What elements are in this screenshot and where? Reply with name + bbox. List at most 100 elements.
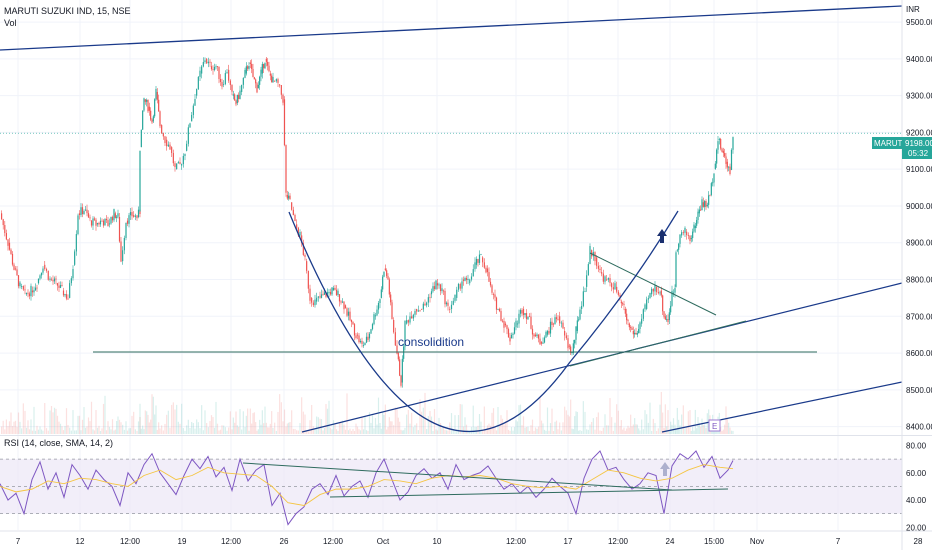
- candle-body: [441, 288, 443, 292]
- volume-bar: [80, 430, 82, 434]
- candle-body: [210, 66, 213, 70]
- rsi-trendline-down[interactable]: [242, 462, 673, 491]
- volume-bar: [666, 426, 668, 434]
- candle-body: [65, 294, 68, 299]
- volume-bar: [334, 424, 336, 434]
- candle-body: [518, 313, 520, 324]
- volume-bar: [309, 420, 311, 434]
- candle-body: [245, 66, 247, 74]
- candle-body: [689, 235, 691, 241]
- rsi-title[interactable]: RSI (14, close, SMA, 14, 2): [4, 438, 114, 448]
- candle-body: [81, 207, 84, 215]
- volume-bar: [419, 399, 421, 434]
- candle-body: [524, 313, 526, 316]
- candle-body: [95, 219, 97, 226]
- candle-body: [218, 66, 220, 79]
- candle-body: [67, 298, 69, 300]
- candle-body: [467, 279, 469, 281]
- volume-bar: [77, 415, 79, 434]
- candle-body: [722, 150, 724, 154]
- volume-bar: [265, 422, 267, 434]
- candle-body: [197, 76, 199, 90]
- volume-bar: [651, 430, 653, 434]
- volume-bar: [117, 416, 119, 434]
- volume-bar: [350, 430, 353, 434]
- volume-bar: [477, 425, 479, 434]
- volume-bar: [152, 396, 154, 434]
- earnings-marker[interactable]: [708, 419, 721, 432]
- candle-body: [457, 283, 460, 290]
- volume-bar: [667, 410, 669, 434]
- volume-bar: [690, 430, 692, 434]
- candle-body: [162, 133, 164, 137]
- lower-channel-line[interactable]: [661, 381, 903, 433]
- candle-body: [148, 106, 150, 111]
- candle-body: [510, 334, 513, 339]
- volume-bar: [147, 414, 149, 434]
- volume-label[interactable]: Vol: [4, 18, 17, 28]
- candle-body: [34, 287, 37, 291]
- volume-bar: [489, 425, 492, 434]
- rsi-trendline-flat[interactable]: [329, 488, 729, 498]
- volume-bar: [69, 427, 71, 434]
- volume-bar: [50, 406, 53, 434]
- candle-body: [84, 209, 87, 211]
- volume-bar: [689, 410, 691, 434]
- cup-curve[interactable]: [288, 210, 679, 433]
- volume-bar: [174, 409, 176, 434]
- volume-bar: [107, 421, 109, 434]
- candle-body: [151, 119, 153, 123]
- volume-bar: [457, 415, 460, 434]
- time-tick-label: 7: [16, 537, 21, 546]
- candle-body: [328, 291, 330, 293]
- candle-body: [572, 343, 574, 354]
- candle-body: [125, 222, 127, 238]
- volume-bar: [122, 424, 124, 434]
- time-axis[interactable]: 7 12 12:00 19 12:00 26 12:00 Oct 10 12:00 17 12:00 2…: [0, 530, 932, 546]
- candle-body: [69, 283, 71, 298]
- volume-bar: [383, 414, 385, 434]
- candle-body: [485, 267, 487, 273]
- rsi-pane[interactable]: [0, 450, 902, 526]
- candle-body: [612, 287, 614, 290]
- badge-ticker: MARUTI: [874, 139, 905, 148]
- candle-body: [472, 269, 474, 277]
- candle-body: [70, 278, 72, 284]
- candle-body: [542, 342, 544, 344]
- candle-body: [294, 215, 296, 222]
- upper-trendline[interactable]: [0, 5, 903, 51]
- volume-bar: [335, 429, 338, 434]
- candle-body: [17, 275, 20, 287]
- volume-bar: [201, 405, 203, 434]
- candle-body: [365, 336, 368, 343]
- volume-bar: [156, 429, 158, 434]
- falling-wedge-line[interactable]: [589, 252, 717, 316]
- pane-separator[interactable]: [0, 435, 932, 436]
- candle-body: [253, 77, 255, 80]
- volume-bar: [150, 419, 152, 434]
- volume-bar: [111, 419, 114, 434]
- symbol-title[interactable]: MARUTI SUZUKI IND, 15, NSE: [4, 6, 131, 16]
- volume-bar: [167, 410, 169, 434]
- volume-bar: [228, 427, 230, 434]
- candle-body: [701, 199, 703, 211]
- volume-bar: [522, 416, 525, 434]
- price-axis[interactable]: 9500.00 9400.00 9300.00 9200.00 9100.00 9000.…: [901, 0, 932, 550]
- volume-bar: [37, 429, 40, 434]
- candle-body: [530, 316, 532, 329]
- candle-body: [192, 105, 194, 115]
- volume-bar: [274, 422, 276, 434]
- candle-body: [450, 304, 453, 310]
- volume-bar: [704, 424, 706, 434]
- volume-bar: [450, 413, 453, 434]
- volume-bar: [114, 429, 116, 434]
- candle-body: [670, 305, 672, 313]
- short-rising-line[interactable]: [569, 320, 747, 367]
- candle-body: [152, 116, 154, 122]
- candle-body: [234, 94, 236, 101]
- drawing-layer[interactable]: consolidition E: [0, 5, 903, 476]
- candle-body: [131, 212, 133, 217]
- candle-body: [334, 287, 336, 290]
- volume-bar: [7, 426, 9, 434]
